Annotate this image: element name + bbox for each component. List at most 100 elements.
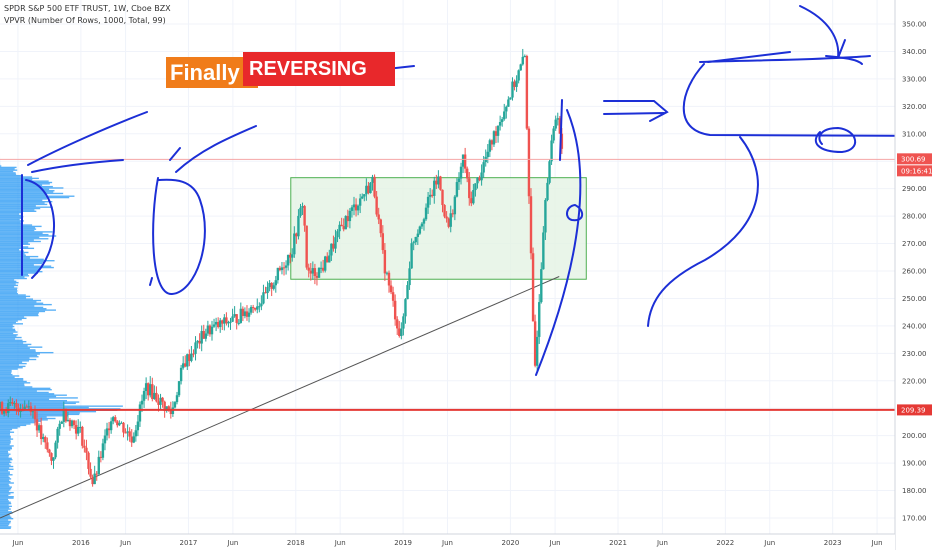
candle-down	[198, 340, 201, 344]
volume-bar	[0, 380, 27, 383]
volume-bar	[0, 308, 47, 310]
volume-bar	[0, 224, 33, 226]
volume-bar	[0, 314, 39, 317]
volume-bar	[0, 458, 13, 461]
candle-down	[379, 219, 382, 234]
candle-up	[132, 436, 135, 443]
candle-up	[165, 406, 168, 412]
volume-bar	[0, 476, 10, 479]
candle-down	[95, 473, 98, 475]
volume-bar	[0, 523, 10, 525]
candle-up	[356, 205, 360, 211]
volume-bar	[0, 201, 53, 203]
candle-up	[365, 185, 368, 195]
volume-bar	[0, 342, 24, 344]
candle-up	[408, 268, 411, 286]
volume-bar	[0, 386, 33, 388]
volume-bar	[0, 524, 9, 527]
volume-bar	[0, 272, 39, 274]
candle-down	[315, 275, 319, 278]
candle-up	[336, 231, 339, 238]
volume-bar	[0, 513, 10, 516]
price-tick-label: 270.00	[902, 240, 927, 248]
time-tick-label: 2018	[287, 539, 305, 547]
candle-down	[50, 453, 53, 461]
candle-down	[490, 140, 494, 145]
candle-up	[344, 216, 347, 230]
candle-up	[227, 322, 230, 324]
volume-bar	[0, 508, 11, 510]
candle-down	[87, 452, 90, 469]
volume-bar	[0, 387, 51, 390]
volume-bar	[0, 246, 29, 248]
candle-down	[295, 233, 298, 237]
volume-bar	[0, 375, 20, 377]
volume-bar	[0, 452, 9, 454]
candle-up	[472, 190, 475, 204]
candle-down	[33, 411, 37, 420]
candle-down	[307, 267, 310, 271]
volume-bar	[0, 172, 16, 174]
volume-bar	[0, 393, 55, 395]
volume-bar	[0, 357, 30, 359]
volume-bar	[0, 227, 36, 229]
volume-bar	[0, 323, 23, 325]
candle-up	[134, 430, 138, 437]
volume-bar	[0, 382, 31, 384]
candle-up	[190, 353, 193, 361]
candle-up	[286, 254, 290, 266]
symbol-title[interactable]: SPDR S&P 500 ETF TRUST, 1W, Cboe BZX	[4, 4, 171, 13]
time-tick-label: Jun	[11, 539, 23, 547]
volume-bar	[0, 398, 50, 400]
candle-up	[177, 381, 181, 396]
candle-down	[48, 449, 51, 454]
candle-up	[404, 299, 407, 317]
volume-bar	[0, 321, 16, 324]
candle-up	[500, 119, 504, 122]
candle-up	[60, 421, 63, 424]
candle-up	[540, 269, 543, 303]
volume-bar	[0, 349, 36, 351]
volume-bar	[0, 334, 18, 336]
volume-bar	[0, 419, 48, 421]
time-tick-label: Jun	[549, 539, 561, 547]
candle-down	[305, 225, 308, 268]
banner-reversing: REVERSING	[243, 52, 395, 86]
volume-bar	[0, 231, 53, 233]
candle-up	[293, 233, 296, 255]
volume-bar	[0, 416, 47, 418]
candle-down	[124, 432, 127, 434]
candle-down	[513, 81, 516, 87]
candle-up	[416, 233, 420, 237]
candle-down	[163, 401, 166, 412]
candle-up	[23, 406, 26, 411]
volume-bar	[0, 273, 29, 276]
volume-bar	[0, 424, 27, 427]
volume-bar	[0, 434, 10, 436]
time-tick-label: 2022	[716, 539, 734, 547]
time-tick-label: Jun	[441, 539, 453, 547]
volume-bar	[0, 504, 9, 506]
volume-bar	[0, 238, 49, 240]
indicator-label[interactable]: VPVR (Number Of Rows, 1000, Total, 99)	[4, 16, 166, 25]
hand-drawings	[21, 5, 932, 376]
candle-up	[239, 308, 243, 323]
candle-down	[529, 196, 533, 254]
price-axis[interactable]: 170.00180.00190.00200.00210.00220.00230.…	[894, 0, 932, 550]
volume-bar	[0, 428, 13, 431]
volume-bar	[0, 404, 65, 406]
volume-bar	[0, 279, 15, 281]
candle-up	[422, 219, 426, 224]
candle-up	[237, 322, 240, 324]
candle-up	[262, 292, 265, 304]
time-axis-bg	[0, 534, 895, 550]
candle-up	[126, 431, 129, 433]
candle-down	[383, 250, 387, 274]
candle-down	[208, 325, 212, 335]
candle-up	[515, 80, 518, 87]
volume-bar	[0, 330, 16, 332]
candle-up	[385, 272, 389, 274]
volume-bar	[0, 280, 17, 282]
time-axis[interactable]: Jun 2016 Jun 2017 Jun 2018 Jun 2019 Jun 2020 Jun 20…	[0, 533, 895, 550]
